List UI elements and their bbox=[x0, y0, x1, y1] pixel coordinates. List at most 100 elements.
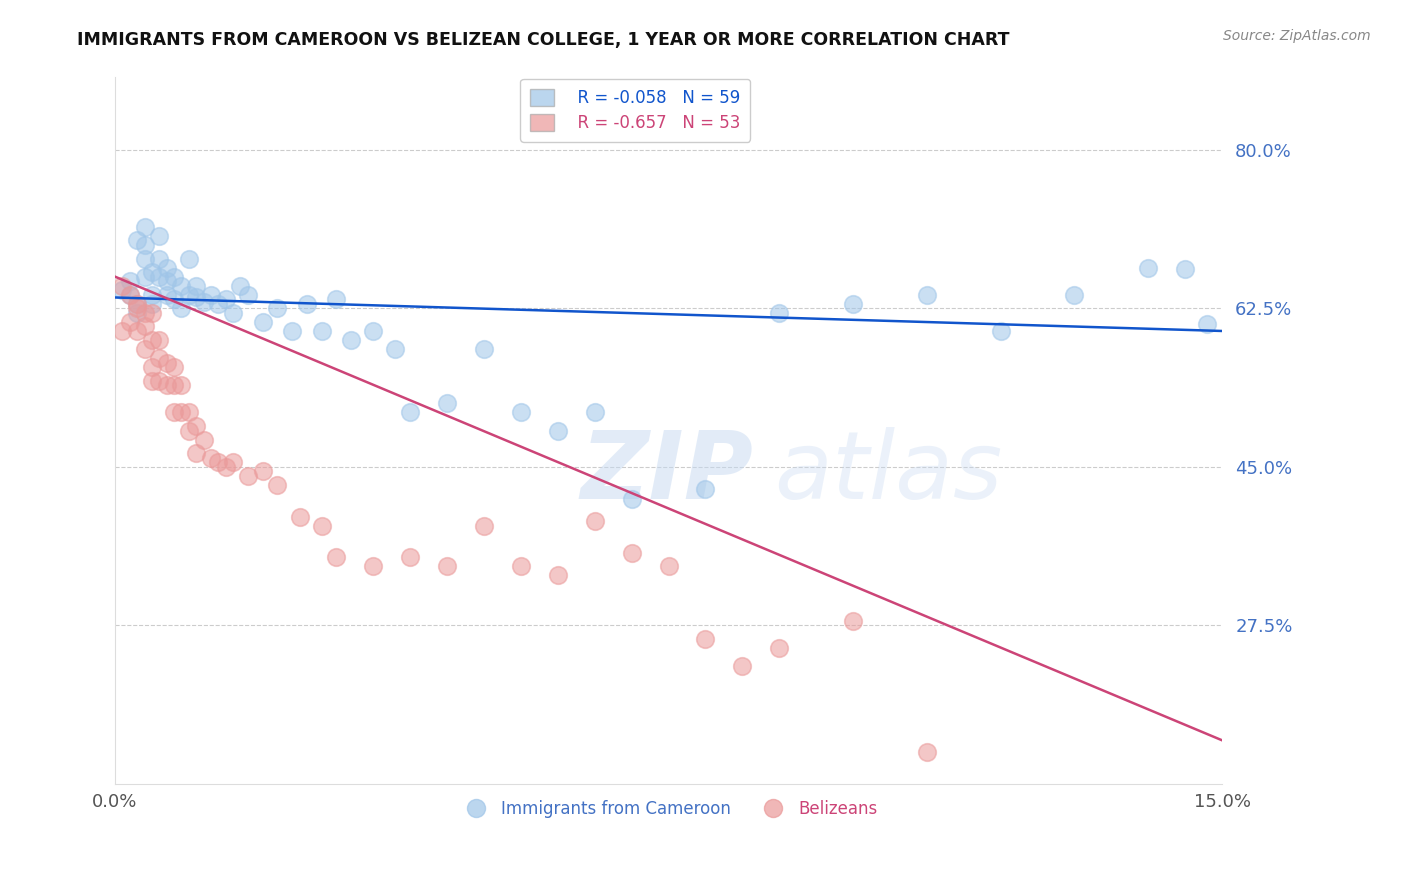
Point bbox=[156, 260, 179, 275]
Point bbox=[207, 455, 229, 469]
Point bbox=[384, 342, 406, 356]
Point bbox=[156, 274, 179, 288]
Point bbox=[236, 287, 259, 301]
Point bbox=[134, 306, 156, 320]
Point bbox=[148, 333, 170, 347]
Point bbox=[311, 518, 333, 533]
Point bbox=[134, 342, 156, 356]
Point bbox=[288, 509, 311, 524]
Text: Source: ZipAtlas.com: Source: ZipAtlas.com bbox=[1223, 29, 1371, 43]
Point bbox=[311, 324, 333, 338]
Point bbox=[141, 297, 163, 311]
Point bbox=[141, 360, 163, 375]
Point bbox=[163, 293, 186, 307]
Point bbox=[266, 478, 288, 492]
Point bbox=[163, 378, 186, 392]
Point bbox=[186, 278, 208, 293]
Point bbox=[118, 287, 141, 301]
Point bbox=[127, 324, 149, 338]
Point bbox=[990, 324, 1012, 338]
Point bbox=[229, 278, 252, 293]
Point bbox=[111, 324, 134, 338]
Point bbox=[118, 287, 141, 301]
Point bbox=[200, 450, 222, 465]
Point bbox=[177, 424, 200, 438]
Point bbox=[141, 374, 163, 388]
Point bbox=[156, 356, 179, 370]
Point bbox=[111, 278, 134, 293]
Point bbox=[177, 405, 200, 419]
Point bbox=[222, 306, 245, 320]
Point bbox=[193, 295, 215, 310]
Point bbox=[547, 424, 569, 438]
Point bbox=[236, 468, 259, 483]
Point bbox=[177, 252, 200, 266]
Legend: Immigrants from Cameroon, Belizeans: Immigrants from Cameroon, Belizeans bbox=[453, 794, 884, 825]
Point bbox=[436, 396, 458, 410]
Point bbox=[141, 306, 163, 320]
Point bbox=[127, 297, 149, 311]
Point bbox=[148, 351, 170, 366]
Point bbox=[325, 550, 347, 565]
Point bbox=[148, 374, 170, 388]
Point bbox=[295, 297, 318, 311]
Point bbox=[134, 269, 156, 284]
Point bbox=[281, 324, 304, 338]
Point bbox=[252, 464, 274, 478]
Point bbox=[363, 324, 385, 338]
Point bbox=[170, 278, 193, 293]
Point bbox=[363, 559, 385, 574]
Point bbox=[141, 265, 163, 279]
Point bbox=[200, 287, 222, 301]
Point bbox=[148, 228, 170, 243]
Point bbox=[731, 659, 754, 673]
Point bbox=[215, 293, 238, 307]
Point bbox=[399, 405, 422, 419]
Point bbox=[127, 297, 149, 311]
Point bbox=[111, 283, 134, 297]
Point bbox=[1137, 260, 1160, 275]
Point bbox=[472, 342, 495, 356]
Point bbox=[222, 455, 245, 469]
Point bbox=[915, 287, 938, 301]
Point bbox=[156, 378, 179, 392]
Point bbox=[141, 333, 163, 347]
Point bbox=[134, 238, 156, 252]
Point bbox=[134, 319, 156, 334]
Point bbox=[207, 297, 229, 311]
Point bbox=[134, 219, 156, 234]
Point bbox=[1197, 317, 1219, 331]
Point bbox=[252, 315, 274, 329]
Point bbox=[547, 568, 569, 582]
Point bbox=[768, 306, 790, 320]
Point bbox=[170, 405, 193, 419]
Point bbox=[695, 483, 717, 497]
Point bbox=[472, 518, 495, 533]
Point bbox=[620, 546, 643, 560]
Point bbox=[215, 459, 238, 474]
Point bbox=[325, 293, 347, 307]
Point bbox=[842, 297, 865, 311]
Point bbox=[399, 550, 422, 565]
Point bbox=[118, 315, 141, 329]
Point bbox=[583, 405, 606, 419]
Point bbox=[127, 301, 149, 316]
Text: atlas: atlas bbox=[773, 427, 1002, 518]
Point bbox=[620, 491, 643, 506]
Point bbox=[266, 301, 288, 316]
Point bbox=[186, 289, 208, 303]
Point bbox=[186, 419, 208, 434]
Point bbox=[141, 287, 163, 301]
Point bbox=[177, 287, 200, 301]
Point bbox=[127, 306, 149, 320]
Point bbox=[657, 559, 679, 574]
Point bbox=[163, 269, 186, 284]
Point bbox=[583, 514, 606, 528]
Point bbox=[695, 632, 717, 646]
Point bbox=[118, 274, 141, 288]
Point bbox=[186, 446, 208, 460]
Point bbox=[163, 405, 186, 419]
Point bbox=[1063, 287, 1085, 301]
Point bbox=[127, 234, 149, 248]
Point bbox=[915, 745, 938, 759]
